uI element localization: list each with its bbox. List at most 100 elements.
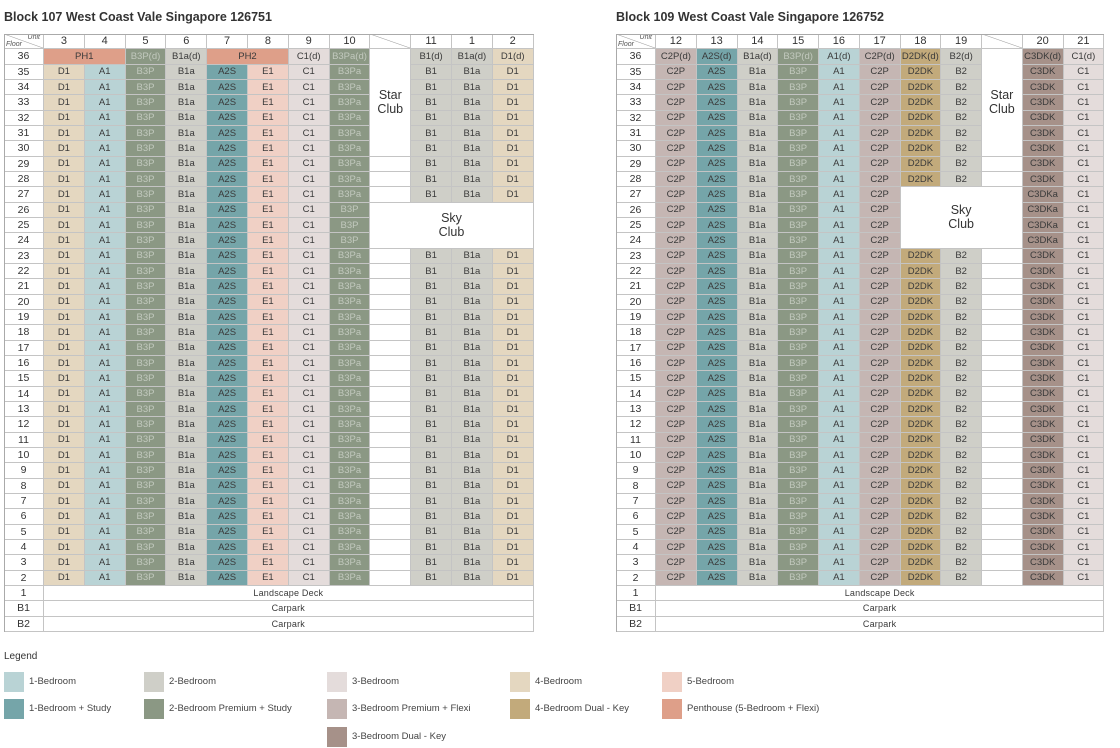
unit-cell[interactable]: C3DK (1022, 447, 1064, 464)
unit-cell[interactable]: C3DK (1022, 478, 1064, 494)
unit-cell[interactable]: B1a (737, 156, 779, 172)
unit-cell[interactable]: B1a (166, 294, 208, 310)
unit-cell[interactable]: C2P (656, 95, 697, 111)
unit-cell[interactable]: B1a (737, 478, 779, 494)
unit-cell[interactable]: C3DK (1022, 95, 1064, 111)
unit-cell[interactable]: E1 (248, 570, 289, 586)
unit-cell[interactable]: B3P (778, 539, 819, 556)
unit-cell[interactable]: B3P (125, 432, 167, 448)
unit-cell[interactable]: C1 (288, 309, 330, 326)
unit-cell[interactable]: D1 (44, 217, 85, 234)
unit-cell[interactable]: C2P (656, 340, 697, 356)
unit-cell[interactable]: A1 (819, 64, 860, 80)
unit-cell[interactable]: D1 (44, 509, 85, 525)
unit-cell[interactable]: C2P (656, 202, 697, 218)
unit-cell[interactable]: B3P (125, 509, 167, 525)
unit-cell[interactable]: C3DK (1022, 493, 1064, 510)
unit-cell[interactable]: C2P (656, 432, 697, 448)
unit-cell[interactable]: D2DK (900, 555, 942, 571)
unit-cell[interactable]: C1 (1063, 539, 1105, 556)
unit-cell[interactable]: B1a (737, 355, 779, 372)
unit-cell[interactable]: C1 (288, 478, 330, 494)
unit-cell[interactable]: D2DK (900, 325, 942, 341)
unit-cell[interactable]: A2S (696, 294, 738, 310)
unit-cell[interactable]: E1 (248, 493, 289, 510)
unit-cell[interactable]: C1 (288, 493, 330, 510)
unit-cell[interactable]: D1 (492, 401, 534, 418)
unit-cell[interactable]: D1 (44, 125, 85, 142)
unit-cell[interactable]: C3DK (1022, 64, 1064, 80)
unit-cell[interactable]: A1 (84, 156, 126, 172)
unit-cell[interactable]: C2P (859, 125, 901, 142)
unit-cell[interactable]: A2S (207, 202, 248, 218)
unit-cell[interactable]: A1 (819, 95, 860, 111)
unit-cell[interactable]: C2P (859, 79, 901, 96)
unit-cell[interactable]: E1 (248, 340, 289, 356)
unit-cell[interactable]: A2S (207, 340, 248, 356)
unit-cell[interactable]: C2P (656, 478, 697, 494)
unit-cell[interactable]: B2 (941, 263, 982, 280)
unit-cell[interactable]: C3DK(d) (1022, 49, 1064, 65)
unit-cell[interactable]: C2P (656, 263, 697, 280)
unit-cell[interactable]: A1 (84, 509, 126, 525)
unit-cell[interactable]: A1 (84, 171, 126, 188)
unit-cell[interactable]: B3P (778, 493, 819, 510)
unit-cell[interactable]: B3P (125, 371, 167, 387)
unit-cell[interactable]: C1 (1063, 325, 1105, 341)
unit-cell[interactable]: D1 (44, 463, 85, 479)
unit-cell[interactable]: A2S (207, 156, 248, 172)
unit-cell[interactable]: B1 (411, 110, 452, 126)
unit-cell[interactable]: B1a (452, 340, 493, 356)
unit-cell[interactable]: A2S (207, 64, 248, 80)
unit-cell[interactable]: C2P (656, 325, 697, 341)
unit-cell[interactable]: D2DK (900, 463, 942, 479)
unit-cell[interactable]: D2DK (900, 493, 942, 510)
unit-cell[interactable]: C2P (656, 171, 697, 188)
unit-cell[interactable]: B1(d) (411, 49, 452, 65)
unit-cell[interactable]: B3P (778, 110, 819, 126)
unit-cell[interactable]: D1 (492, 263, 534, 280)
unit-cell[interactable]: C1 (1063, 447, 1105, 464)
unit-cell[interactable]: D1 (492, 79, 534, 96)
unit-cell[interactable]: B1a (452, 110, 493, 126)
unit-cell[interactable]: A1 (84, 524, 126, 540)
unit-cell[interactable]: C1 (1063, 555, 1105, 571)
unit-cell[interactable]: B2 (941, 340, 982, 356)
unit-cell[interactable]: B2 (941, 141, 982, 157)
unit-cell[interactable]: B1a (737, 432, 779, 448)
unit-cell[interactable]: B1a (737, 187, 779, 203)
unit-cell[interactable]: A2S (207, 263, 248, 280)
unit-cell[interactable]: B1 (411, 463, 452, 479)
unit-cell[interactable]: B1a (452, 79, 493, 96)
unit-cell[interactable]: B1a (166, 79, 208, 96)
unit-cell[interactable]: A2S (696, 187, 738, 203)
unit-cell[interactable]: C2P(d) (859, 49, 901, 65)
unit-cell[interactable]: B1a (166, 417, 208, 433)
unit-cell[interactable]: C1 (288, 294, 330, 310)
unit-cell[interactable]: A2S (696, 263, 738, 280)
unit-cell[interactable]: A2S (207, 493, 248, 510)
unit-cell[interactable]: C1 (288, 539, 330, 556)
unit-cell[interactable]: C1 (288, 432, 330, 448)
unit-cell[interactable]: C2P (859, 340, 901, 356)
unit-cell[interactable]: B1a (166, 524, 208, 540)
unit-cell[interactable]: B3Pa (329, 248, 371, 264)
unit-cell[interactable]: A1 (819, 432, 860, 448)
unit-cell[interactable]: A1 (819, 79, 860, 96)
unit-cell[interactable]: B1a (452, 417, 493, 433)
unit-cell[interactable]: B3P (778, 187, 819, 203)
unit-cell[interactable]: A2S (696, 463, 738, 479)
unit-cell[interactable]: A2S (696, 248, 738, 264)
unit-cell[interactable]: C1 (288, 447, 330, 464)
unit-cell[interactable]: B1 (411, 79, 452, 96)
unit-cell[interactable]: B3P (778, 309, 819, 326)
unit-cell[interactable]: C2P (859, 478, 901, 494)
unit-cell[interactable]: B2 (941, 417, 982, 433)
unit-cell[interactable]: B1a (737, 263, 779, 280)
unit-cell[interactable]: C2P (656, 447, 697, 464)
unit-cell[interactable]: A1 (819, 555, 860, 571)
unit-cell[interactable]: A2S (207, 463, 248, 479)
unit-cell[interactable]: C1 (288, 125, 330, 142)
unit-cell[interactable]: B3P (778, 171, 819, 188)
unit-cell[interactable]: B1a (737, 202, 779, 218)
